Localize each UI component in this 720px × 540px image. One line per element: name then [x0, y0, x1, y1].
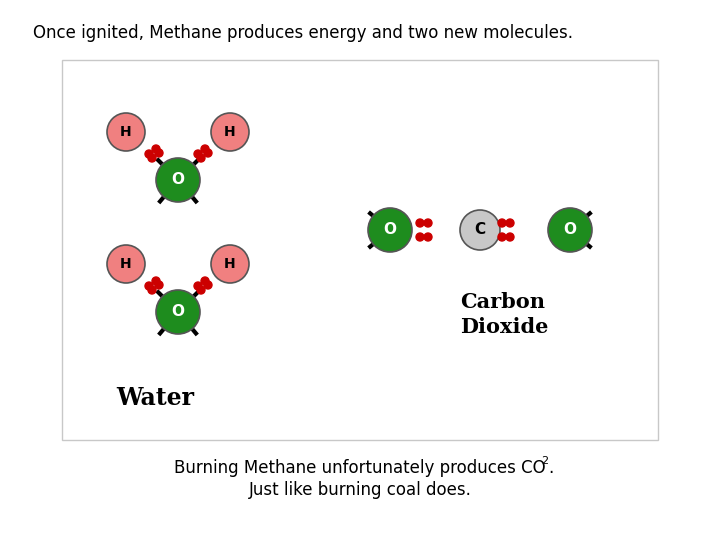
Circle shape: [148, 286, 156, 294]
Circle shape: [368, 208, 412, 252]
Circle shape: [424, 233, 432, 241]
Circle shape: [211, 245, 249, 283]
Text: O: O: [564, 222, 577, 238]
Circle shape: [416, 219, 424, 227]
FancyBboxPatch shape: [62, 60, 658, 440]
Circle shape: [197, 154, 205, 162]
Text: H: H: [224, 257, 236, 271]
Text: H: H: [120, 257, 132, 271]
Text: Just like burning coal does.: Just like burning coal does.: [248, 481, 472, 499]
Circle shape: [145, 150, 153, 158]
Circle shape: [498, 219, 506, 227]
Circle shape: [548, 208, 592, 252]
Circle shape: [155, 281, 163, 289]
Text: O: O: [171, 305, 184, 320]
Text: O: O: [171, 172, 184, 187]
Circle shape: [194, 282, 202, 290]
Circle shape: [107, 245, 145, 283]
Circle shape: [152, 277, 160, 285]
Circle shape: [506, 219, 514, 227]
Circle shape: [148, 154, 156, 162]
Circle shape: [424, 219, 432, 227]
Text: H: H: [224, 125, 236, 139]
Circle shape: [156, 290, 200, 334]
Circle shape: [506, 233, 514, 241]
Circle shape: [201, 145, 209, 153]
Text: C: C: [474, 222, 485, 238]
Text: Burning Methane unfortunately produces CO: Burning Methane unfortunately produces C…: [174, 459, 546, 477]
Circle shape: [498, 233, 506, 241]
Circle shape: [197, 286, 205, 294]
Circle shape: [145, 282, 153, 290]
Text: Once ignited, Methane produces energy and two new molecules.: Once ignited, Methane produces energy an…: [33, 24, 573, 42]
Text: .: .: [548, 459, 553, 477]
Text: H: H: [120, 125, 132, 139]
Text: Carbon
Dioxide: Carbon Dioxide: [460, 292, 549, 337]
Circle shape: [204, 281, 212, 289]
Circle shape: [107, 113, 145, 151]
Circle shape: [416, 233, 424, 241]
Circle shape: [460, 210, 500, 250]
Circle shape: [194, 150, 202, 158]
Circle shape: [156, 158, 200, 202]
Text: 2: 2: [541, 456, 548, 466]
Circle shape: [152, 145, 160, 153]
Circle shape: [201, 277, 209, 285]
Text: O: O: [384, 222, 397, 238]
Circle shape: [204, 149, 212, 157]
Text: Water: Water: [116, 386, 194, 410]
Circle shape: [155, 149, 163, 157]
Circle shape: [211, 113, 249, 151]
